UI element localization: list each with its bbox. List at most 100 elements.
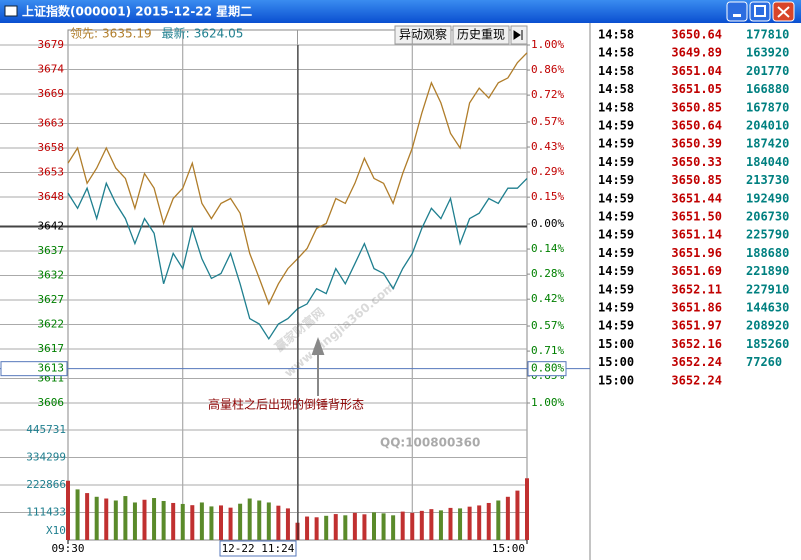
volume-bar	[505, 496, 510, 540]
volume-bar	[219, 505, 223, 540]
volume-tick-label: 445731	[26, 423, 66, 436]
volume-bar	[238, 503, 243, 540]
toolbar-button[interactable]	[452, 25, 510, 45]
volume-bar	[467, 506, 472, 540]
watermark: QQ:100800360	[380, 436, 480, 450]
volume-bar	[429, 509, 434, 540]
y-tick-label: 3606	[38, 396, 65, 409]
volume-bar	[352, 512, 357, 540]
tick-price: 3650.85	[671, 173, 722, 187]
volume-bar	[152, 498, 157, 540]
y2-tick-label: 0.29%	[531, 165, 564, 178]
y-tick-label: 3648	[38, 190, 65, 203]
volume-unit: X10	[46, 524, 66, 537]
tick-price: 3650.85	[671, 100, 722, 114]
volume-bar	[343, 515, 348, 540]
tick-price: 3652.24	[671, 373, 722, 387]
y-tick-label: 3622	[38, 318, 65, 331]
volume-bar	[180, 503, 185, 540]
y2-tick-label: 0.15%	[531, 190, 564, 203]
y2-tick-label: 0.71%	[531, 344, 564, 357]
y2-tick-label: 0.00%	[531, 217, 564, 230]
tick-price: 3650.39	[671, 137, 722, 151]
tick-price: 3651.96	[671, 246, 722, 260]
tick-volume: 221890	[746, 264, 789, 278]
maximize-icon	[754, 5, 766, 17]
minimize-icon	[733, 14, 741, 17]
y-tick-label: 3627	[38, 293, 65, 306]
volume-bar	[266, 502, 271, 540]
tick-volume: 166880	[746, 82, 789, 96]
tick-time: 14:58	[598, 28, 634, 42]
tick-volume: 208920	[746, 319, 789, 333]
volume-bar	[391, 515, 396, 540]
toolbar-label: 历史重现	[457, 28, 505, 42]
tick-time: 14:59	[598, 137, 634, 151]
volume-bar	[85, 493, 90, 540]
legend-value: 3624.05	[194, 27, 244, 41]
volume-tick-label: 334299	[26, 450, 66, 463]
window-title: 上证指数(000001) 2015-12-22 星期二	[22, 4, 252, 19]
volume-bar	[209, 506, 214, 540]
maximize-button[interactable]	[749, 1, 771, 22]
tick-price: 3651.44	[671, 191, 722, 205]
y2-tick-label: 0.28%	[531, 267, 564, 280]
tick-price: 3651.14	[671, 228, 722, 242]
volume-bar	[496, 500, 501, 540]
volume-bar	[132, 502, 137, 540]
volume-bar	[486, 502, 491, 540]
volume-bar	[448, 507, 453, 540]
volume-bar	[113, 500, 118, 540]
toolbar-label: 异动观察	[399, 28, 447, 42]
tick-time: 15:00	[598, 355, 634, 369]
cursor-percent: 0.80%	[531, 362, 564, 375]
volume-bar	[419, 510, 424, 540]
tick-time: 14:59	[598, 319, 634, 333]
volume-bar	[199, 502, 204, 540]
volume-bar	[458, 508, 463, 540]
volume-bar	[285, 508, 290, 540]
volume-bar	[171, 502, 176, 540]
annotation-arrow	[311, 337, 325, 396]
y2-tick-label: 0.42%	[531, 292, 564, 305]
y2-tick-label: 1.00%	[531, 396, 564, 409]
tick-price: 3652.16	[671, 337, 722, 351]
tick-volume: 227910	[746, 282, 789, 296]
tick-volume: 184040	[746, 155, 789, 169]
legend-name: 最新:	[162, 26, 190, 41]
tick-price: 3650.33	[671, 155, 722, 169]
x-tick-label: 09:30	[51, 542, 84, 555]
volume-bar	[142, 499, 147, 540]
volume-bar	[247, 498, 252, 540]
tick-time: 14:59	[598, 264, 634, 278]
volume-bar	[400, 511, 405, 540]
y-tick-label: 3663	[38, 116, 65, 129]
tick-time: 15:00	[598, 373, 634, 387]
toolbar-button[interactable]	[394, 25, 452, 45]
tick-volume: 192490	[746, 191, 789, 205]
tick-volume: 167870	[746, 100, 789, 114]
volume-bar	[257, 500, 262, 540]
volume-bar	[123, 496, 128, 540]
y2-tick-label: 0.72%	[531, 88, 564, 101]
y2-tick-label: 0.86%	[531, 63, 564, 76]
legend-name: 领先:	[70, 27, 98, 41]
tick-volume: 188680	[746, 246, 789, 260]
tick-time: 15:00	[598, 337, 634, 351]
y2-tick-label: 0.57%	[531, 115, 564, 128]
tick-volume: 225790	[746, 228, 789, 242]
volume-bar	[75, 489, 80, 540]
legend-value: 3635.19	[102, 27, 152, 41]
minimize-button[interactable]	[726, 1, 748, 22]
tick-time: 14:59	[598, 246, 634, 260]
tick-time: 14:59	[598, 228, 634, 242]
cursor-time: 12-22 11:24	[222, 542, 295, 555]
volume-bar	[314, 517, 319, 540]
volume-tick-label: 222866	[26, 478, 66, 491]
volume-bar	[276, 505, 281, 540]
tick-volume: 201770	[746, 64, 789, 78]
tick-price: 3651.97	[671, 319, 722, 333]
window-icon	[4, 5, 18, 17]
